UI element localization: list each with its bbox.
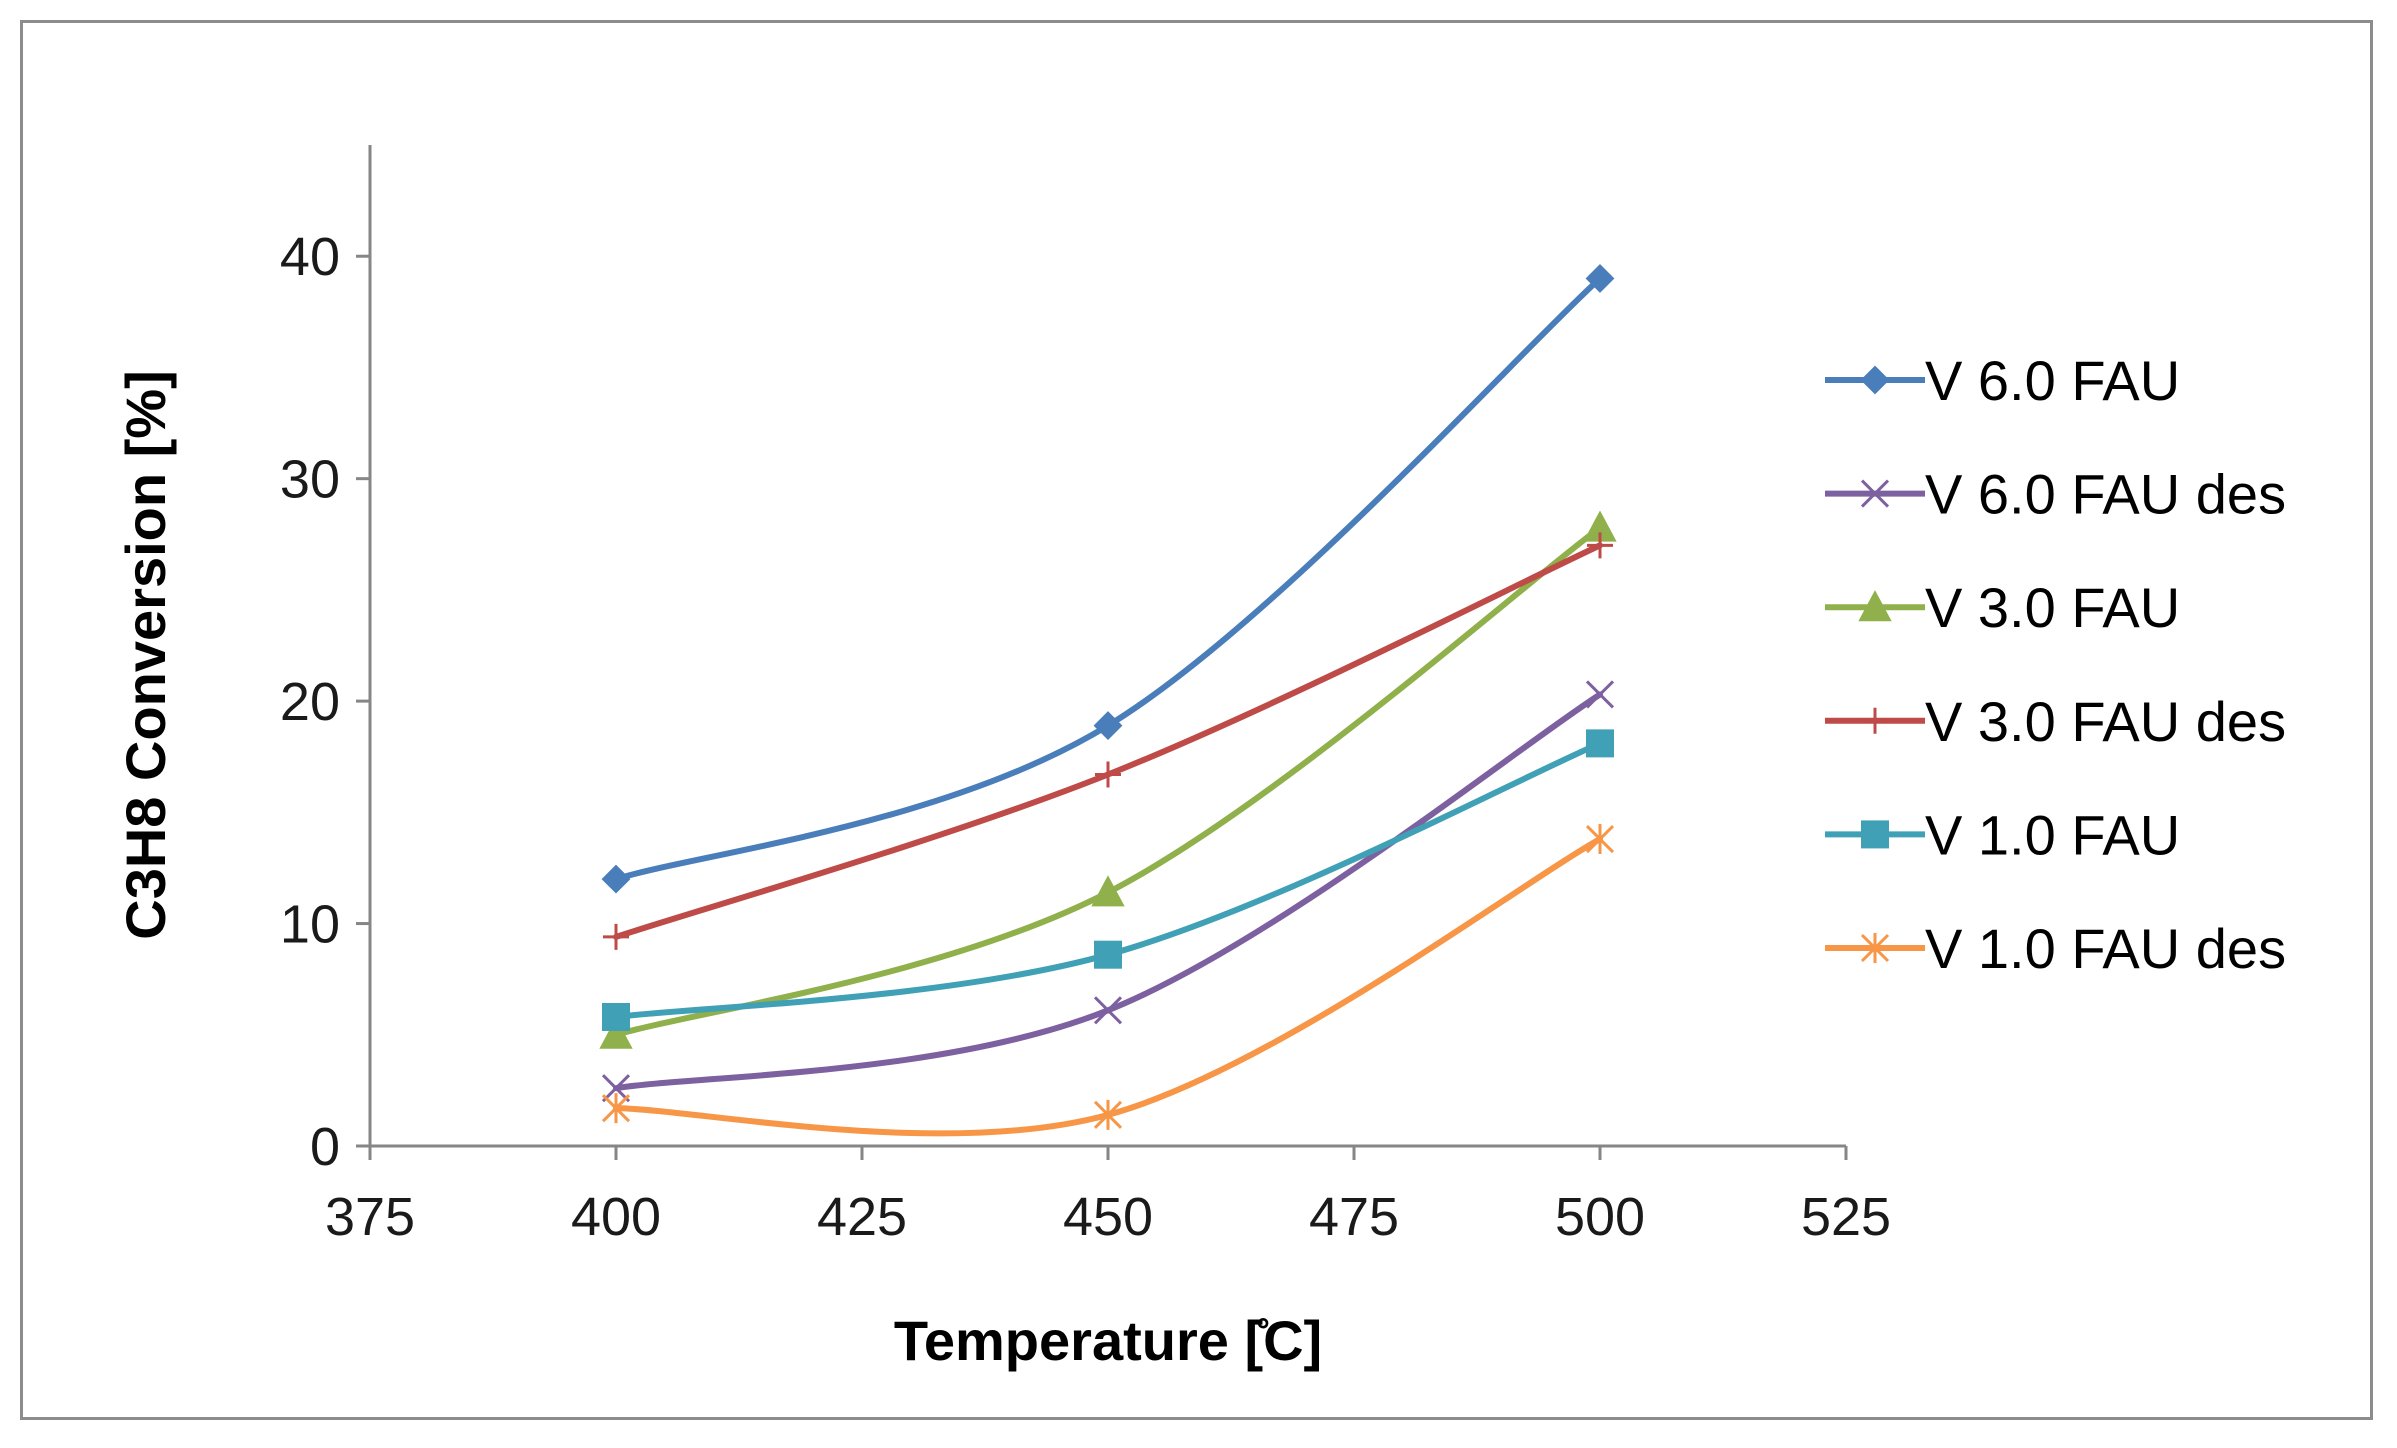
y-tick-label: 10 <box>280 895 340 955</box>
y-tick-label: 30 <box>280 450 340 510</box>
series-v-1-0-fau <box>602 729 1614 1031</box>
data-point <box>1094 940 1122 969</box>
data-point <box>599 1017 633 1049</box>
legend-item: V 1.0 FAU des <box>1825 917 2286 980</box>
data-point <box>1587 532 1613 559</box>
legend-marker <box>1862 707 1888 734</box>
x-axis-title: Temperature [̊C] <box>894 1309 1322 1372</box>
data-point <box>603 923 629 950</box>
legend-marker <box>1858 590 1892 622</box>
chart-frame <box>20 20 2373 1420</box>
series-v-6-0-fau-des <box>601 680 1615 1103</box>
legend-marker <box>1861 820 1889 849</box>
x-tick-label: 400 <box>571 1187 661 1247</box>
legend-label: V 3.0 FAU des <box>1925 690 2286 753</box>
series-layer <box>599 264 1617 1137</box>
data-point <box>1091 875 1125 907</box>
x-tick-label: 425 <box>817 1187 907 1247</box>
legend-item: V 6.0 FAU <box>1825 349 2180 412</box>
series-v-6-0-fau <box>601 264 1615 894</box>
legend-marker <box>1860 479 1890 508</box>
data-point <box>1093 1099 1123 1130</box>
x-tick-label: 500 <box>1555 1187 1645 1247</box>
data-point <box>1095 761 1121 788</box>
data-point <box>601 1093 631 1124</box>
x-tick-label: 375 <box>325 1187 415 1247</box>
series-line <box>613 275 1603 883</box>
legend: V 6.0 FAU V 6.0 FAU des V 3.0 FAU V 3.0 FAU… <box>1825 349 2286 980</box>
y-axis-title: C3H8 Conversion [%] <box>114 370 177 939</box>
axes: 0 10 20 30 40 375 400 425 450 475 500 525 <box>280 145 1891 1247</box>
y-tick-label: 20 <box>280 672 340 732</box>
y-ticks: 0 10 20 30 40 <box>280 227 370 1177</box>
x-ticks: 375 400 425 450 475 500 525 <box>325 1146 1891 1247</box>
data-point <box>601 1074 631 1103</box>
data-point <box>1585 824 1615 855</box>
series-v-1-0-fau-des <box>601 824 1615 1137</box>
legend-label: V 1.0 FAU <box>1925 803 2180 866</box>
data-point <box>1585 264 1615 293</box>
x-tick-label: 525 <box>1801 1187 1891 1247</box>
y-tick-label: 0 <box>310 1117 340 1177</box>
legend-item: V 3.0 FAU <box>1825 576 2180 639</box>
legend-item: V 1.0 FAU <box>1825 803 2180 866</box>
legend-marker <box>1860 933 1890 963</box>
legend-label: V 3.0 FAU <box>1925 576 2180 639</box>
legend-item: V 6.0 FAU des <box>1825 463 2286 526</box>
data-point <box>1586 729 1614 758</box>
data-point <box>601 864 631 894</box>
data-point <box>1585 680 1615 709</box>
data-point <box>1093 996 1123 1025</box>
legend-label: V 6.0 FAU des <box>1925 463 2286 526</box>
legend-item: V 3.0 FAU des <box>1825 690 2286 753</box>
data-point <box>1093 711 1123 740</box>
legend-marker <box>1860 365 1890 395</box>
y-tick-label: 40 <box>280 227 340 287</box>
series-v-3-0-fau-des <box>603 532 1613 950</box>
data-point <box>602 1002 630 1031</box>
x-tick-label: 450 <box>1063 1187 1153 1247</box>
legend-label: V 1.0 FAU des <box>1925 917 2286 980</box>
legend-label: V 6.0 FAU <box>1925 349 2180 412</box>
x-tick-label: 475 <box>1309 1187 1399 1247</box>
